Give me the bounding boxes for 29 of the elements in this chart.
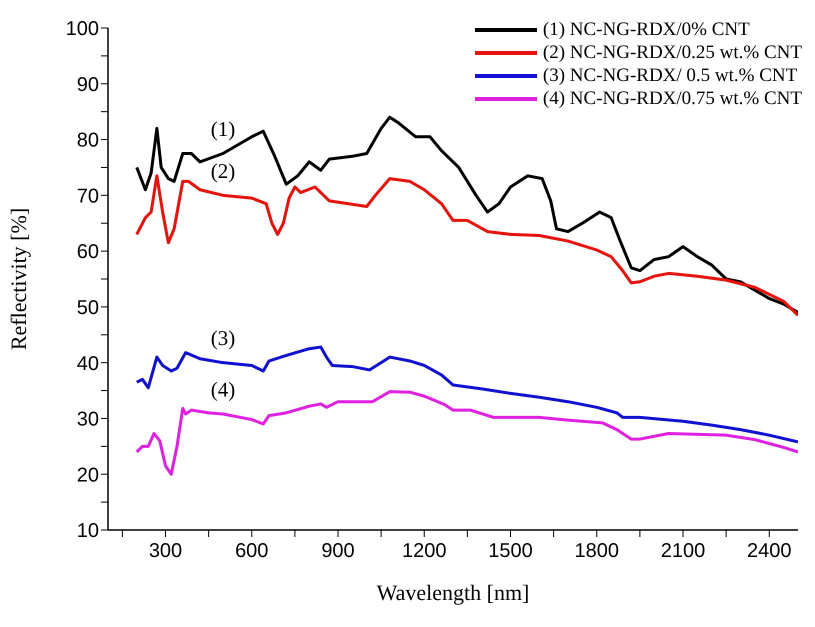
x-tick-label: 600: [235, 540, 268, 562]
line-series: [135, 116, 798, 314]
y-tick-label: 100: [66, 18, 99, 40]
legend-label: (3) NC-NG-RDX/ 0.5 wt.% CNT: [542, 64, 798, 87]
x-tick-label: 1200: [402, 540, 446, 562]
y-tick-label: 20: [76, 464, 99, 486]
y-tick-label: 40: [76, 352, 99, 375]
legend-label: (2) NC-NG-RDX/0.25 wt.% CNT: [542, 41, 802, 64]
legend-label: (1) NC-NG-RDX/0% CNT: [542, 18, 750, 41]
x-axis-title: Wavelength [nm]: [376, 580, 530, 605]
x-tick-label: 900: [321, 540, 355, 562]
y-tick-label: 50: [76, 296, 99, 319]
y-tick-label: 60: [76, 241, 99, 264]
legend-label: (4) NC-NG-RDX/0.75 wt.% CNT: [542, 87, 802, 110]
y-tick-label: 70: [76, 185, 99, 208]
y-tick-label: 30: [76, 408, 99, 431]
y-tick-label: 90: [76, 74, 99, 96]
annotation: (4): [210, 377, 236, 402]
x-tick-label: 1500: [488, 540, 533, 562]
x-tick-label: 2100: [660, 540, 706, 562]
annotation: (3): [210, 326, 236, 350]
x-tick-label: 2400: [747, 540, 792, 562]
y-axis-title: Reflectivity [%]: [6, 208, 31, 350]
annotation: (1): [210, 117, 236, 141]
x-tick-label: 300: [148, 540, 182, 562]
y-tick-label: 80: [76, 130, 99, 152]
x-tick-label: 1800: [574, 540, 619, 562]
y-tick-label: 10: [76, 520, 99, 542]
annotation: (2): [210, 158, 236, 183]
